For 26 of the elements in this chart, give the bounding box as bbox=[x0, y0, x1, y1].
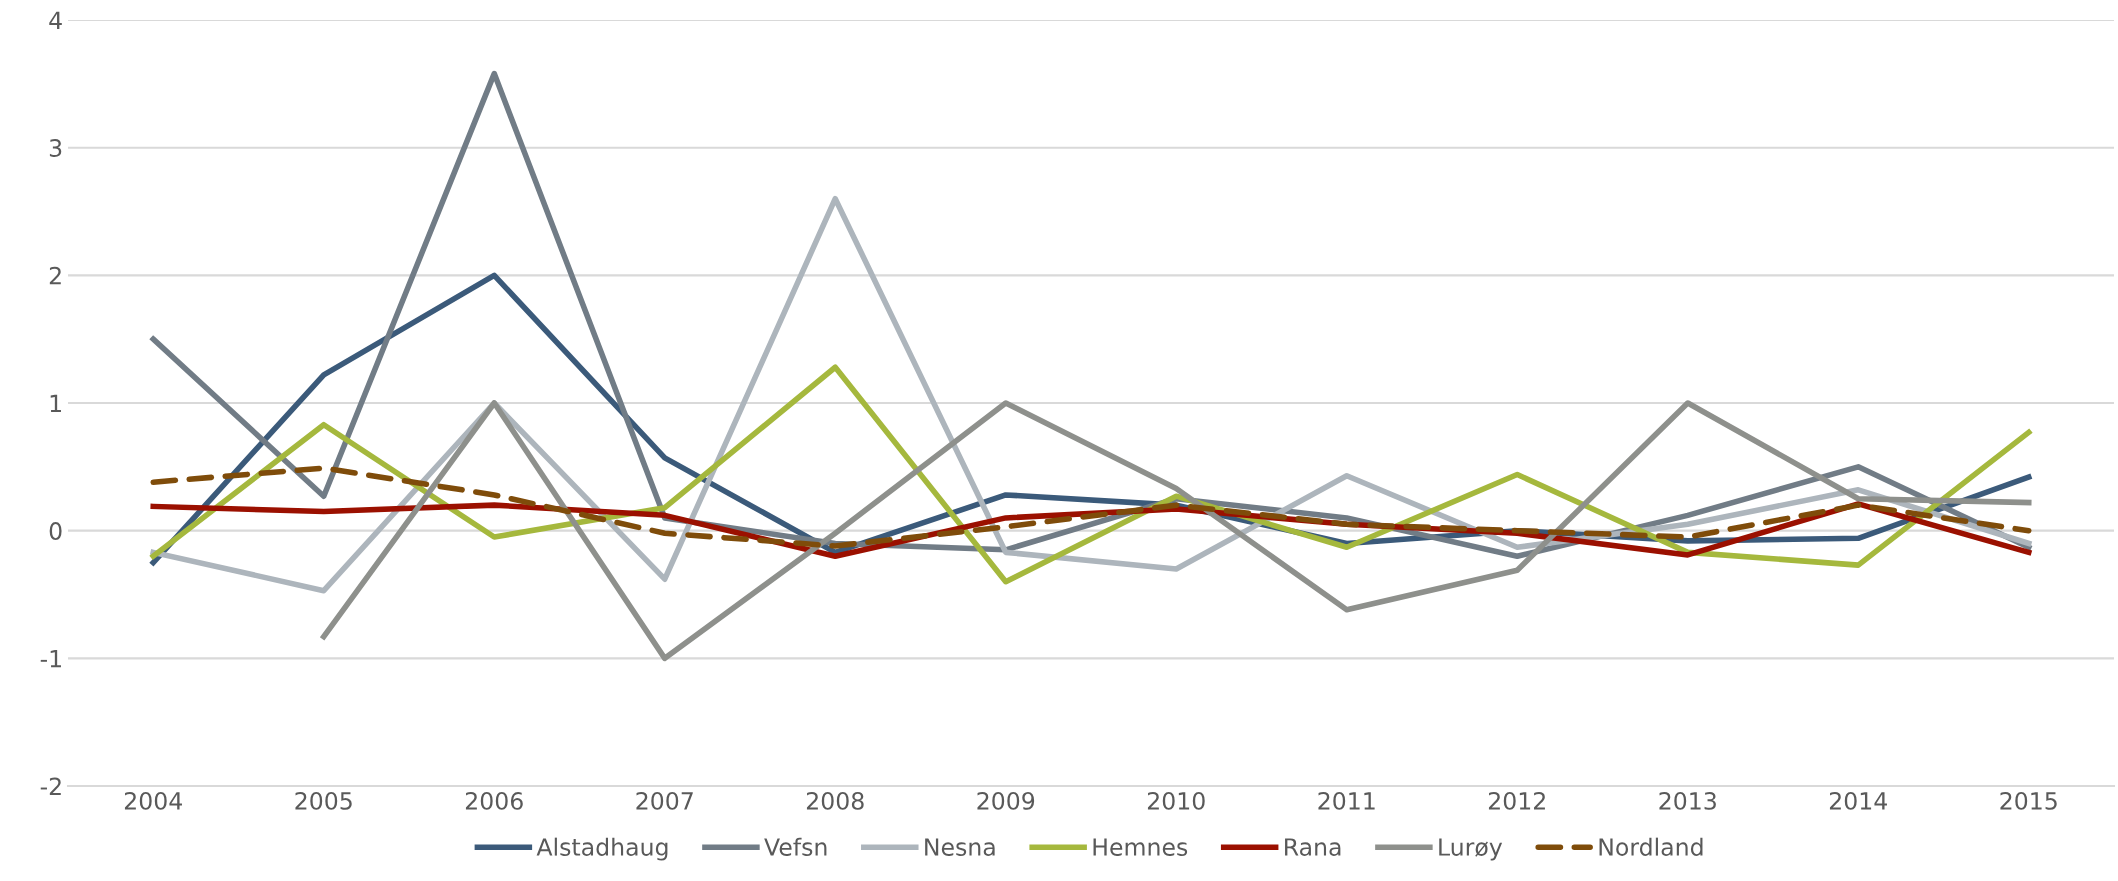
legend-label: Hemnes bbox=[1093, 838, 1188, 856]
x-tick-label: 2010 bbox=[1147, 791, 1205, 810]
legend-label: Alstadhaug bbox=[536, 837, 668, 861]
x-tick-label: 2006 bbox=[465, 791, 523, 810]
x-tick-label: 2008 bbox=[806, 791, 864, 810]
x-tick-label: 2004 bbox=[124, 791, 182, 810]
legend-label: Nesna bbox=[925, 838, 995, 856]
x-tick-label: 2009 bbox=[977, 791, 1035, 810]
y-tick-label: 1 bbox=[50, 394, 61, 412]
x-tick-label: 2014 bbox=[1829, 791, 1887, 810]
y-tick-label: 0 bbox=[49, 522, 62, 540]
y-tick-label: -2 bbox=[40, 777, 61, 795]
x-tick-label: 2015 bbox=[2000, 791, 2057, 810]
legend-label: Nordland bbox=[1599, 837, 1703, 856]
x-tick-label: 2007 bbox=[636, 791, 693, 810]
legend-label: Rana bbox=[1285, 838, 1341, 856]
legend-label: Lurøy bbox=[1439, 838, 1503, 861]
y-tick-label: 2 bbox=[49, 266, 61, 285]
x-tick-label: 2011 bbox=[1318, 791, 1375, 810]
y-tick-label: -1 bbox=[40, 650, 61, 668]
x-tick-label: 2013 bbox=[1659, 791, 1716, 810]
y-tick-label: 4 bbox=[49, 11, 62, 29]
legend-label: Vefsn bbox=[764, 837, 827, 856]
x-tick-label: 2005 bbox=[295, 791, 352, 810]
x-tick-label: 2012 bbox=[1488, 791, 1545, 810]
y-tick-label: 3 bbox=[49, 139, 62, 157]
